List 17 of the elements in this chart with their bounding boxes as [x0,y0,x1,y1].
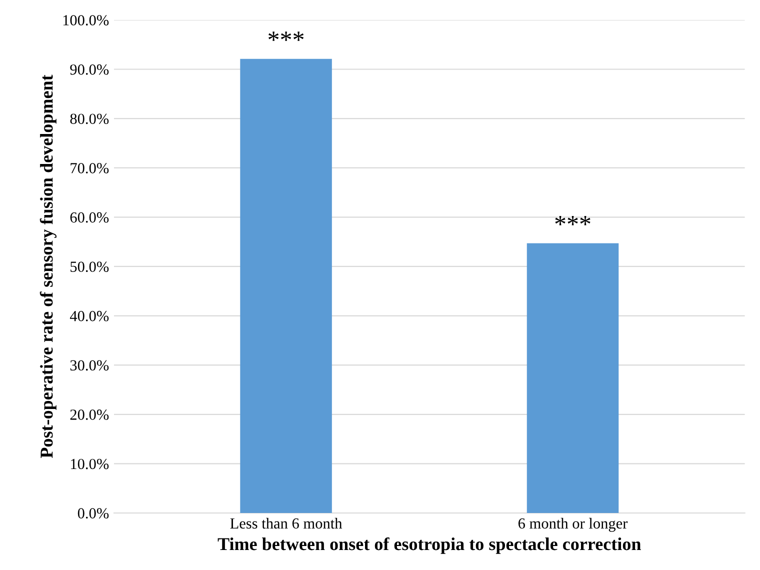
y-tick-label: 40.0% [70,310,109,322]
y-tick-label: 10.0% [71,458,109,470]
y-tick-label: 30.0% [70,360,109,371]
x-tick-label: 6 month or longer [518,518,628,532]
y-tick-label: 50.0% [70,262,109,272]
annotation: *** [555,216,590,226]
y-axis-title: Post-operative rate of sensory fusion development [40,74,56,458]
y-tick-label: 100.0% [63,15,109,26]
x-tick-label: Less than 6 month [230,518,342,529]
annotation: *** [268,32,304,41]
y-tick-label: 70.0% [70,163,109,174]
y-tick-label: 90.0% [70,64,109,75]
y-tick-label: 0.0% [78,508,109,519]
x-axis-title: Time between onset of esotropia to spectacle correction [218,537,641,554]
y-tick-label: 60.0% [70,212,109,223]
y-tick-label: 80.0% [70,114,109,124]
y-tick-label: 20.0% [70,410,109,420]
